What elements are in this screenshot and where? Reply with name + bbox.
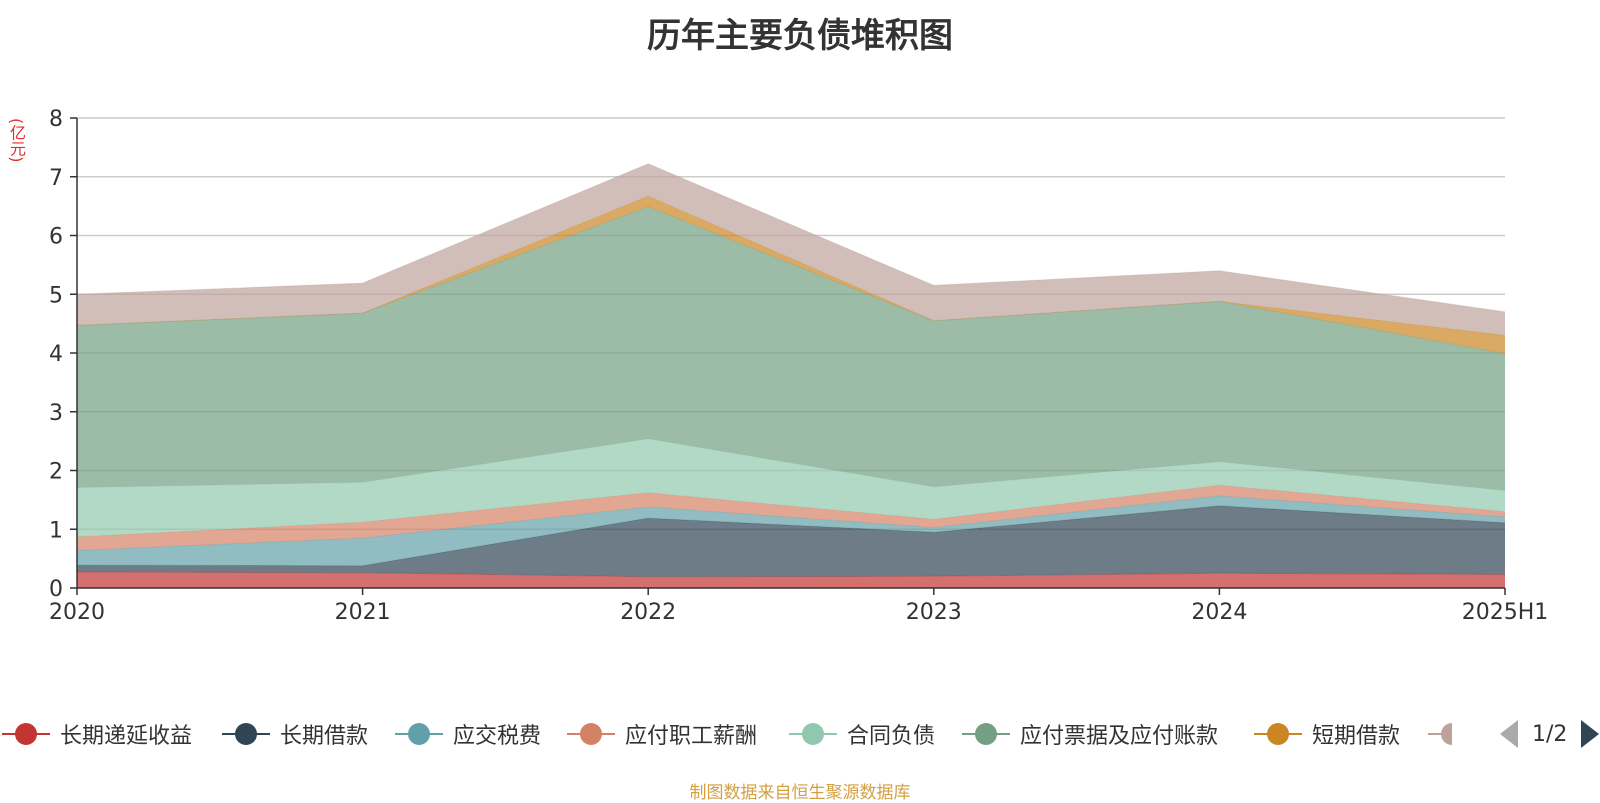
x-tick-label: 2020 bbox=[49, 600, 105, 625]
legend: 长期递延收益 长期借款 应交税费 应付职工薪酬 合同负债 应付票据及应付账款 短期借款 bbox=[0, 716, 1600, 756]
legend-symbol-icon bbox=[222, 716, 270, 752]
legend-label: 应交税费 bbox=[453, 724, 542, 749]
legend-item[interactable]: 长期递延收益 bbox=[2, 716, 192, 752]
source-note: 制图数据来自恒生聚源数据库 bbox=[689, 783, 911, 803]
legend-symbol-icon bbox=[2, 716, 50, 752]
area-series bbox=[77, 572, 1505, 588]
y-tick-label: 5 bbox=[49, 283, 63, 308]
chart-plot-area: 0 1 2 3 4 5 6 7 8 2020 2021 2022 2023 2024 2025H1 bbox=[49, 107, 1548, 625]
y-tick-label: 3 bbox=[49, 401, 63, 426]
legend-label: 长期递延收益 bbox=[60, 724, 193, 749]
x-tick-label: 2025H1 bbox=[1462, 600, 1549, 625]
legend-label: 长期借款 bbox=[280, 724, 369, 749]
legend-next-page-icon[interactable] bbox=[1581, 720, 1600, 748]
x-tick-label: 2022 bbox=[620, 600, 676, 625]
legend-symbol-icon bbox=[395, 716, 443, 752]
y-tick-label: 2 bbox=[49, 460, 63, 485]
legend-symbol-icon bbox=[1254, 716, 1302, 752]
x-tick-label: 2023 bbox=[906, 600, 962, 625]
legend-item[interactable]: 应付职工薪酬 bbox=[567, 716, 757, 752]
y-tick-label: 1 bbox=[49, 518, 63, 543]
legend-item[interactable]: 短期借款 bbox=[1254, 716, 1400, 752]
legend-label: 应付票据及应付账款 bbox=[1020, 724, 1219, 749]
legend-page-indicator: 1/2 bbox=[1532, 721, 1568, 747]
x-tick-label: 2024 bbox=[1191, 600, 1247, 625]
area-series-edge bbox=[76, 163, 1506, 313]
area-series bbox=[77, 485, 1505, 551]
y-tick-label: 7 bbox=[49, 166, 63, 191]
area-series bbox=[77, 438, 1505, 537]
area-series bbox=[77, 163, 1505, 336]
y-tick-label: 4 bbox=[49, 342, 63, 367]
legend-symbol-icon bbox=[567, 716, 615, 752]
legend-symbol-icon bbox=[1428, 716, 1452, 752]
legend-label: 合同负债 bbox=[847, 724, 936, 749]
stacked-areas bbox=[76, 163, 1506, 588]
legend-item[interactable]: 长期借款 bbox=[222, 716, 368, 752]
y-tick-label: 6 bbox=[49, 225, 63, 250]
area-series bbox=[77, 505, 1505, 577]
axes bbox=[70, 117, 1506, 595]
y-tick-label: 0 bbox=[49, 577, 63, 602]
legend-symbol-icon bbox=[789, 716, 837, 752]
legend-prev-page-icon[interactable] bbox=[1500, 720, 1518, 748]
y-axis-unit: (亿元) bbox=[7, 118, 26, 163]
legend-label: 短期借款 bbox=[1312, 724, 1401, 749]
x-tick-label: 2021 bbox=[335, 600, 391, 625]
area-series bbox=[77, 206, 1505, 491]
legend-label: 应付职工薪酬 bbox=[625, 724, 758, 749]
legend-item[interactable]: 应交税费 bbox=[395, 716, 541, 752]
legend-item-clipped[interactable] bbox=[1428, 716, 1452, 752]
chart-title: 历年主要负债堆积图 bbox=[647, 16, 953, 56]
y-tick-label: 8 bbox=[49, 107, 63, 132]
tick-labels: 0 1 2 3 4 5 6 7 8 2020 2021 2022 2023 2024 2025H1 bbox=[49, 107, 1548, 625]
legend-item[interactable]: 应付票据及应付账款 bbox=[962, 716, 1218, 752]
legend-pager: 1/2 bbox=[1500, 716, 1600, 752]
legend-symbol-icon bbox=[962, 716, 1010, 752]
area-series bbox=[77, 495, 1505, 566]
area-series-edge bbox=[76, 495, 1506, 551]
legend-item[interactable]: 合同负债 bbox=[789, 716, 935, 752]
